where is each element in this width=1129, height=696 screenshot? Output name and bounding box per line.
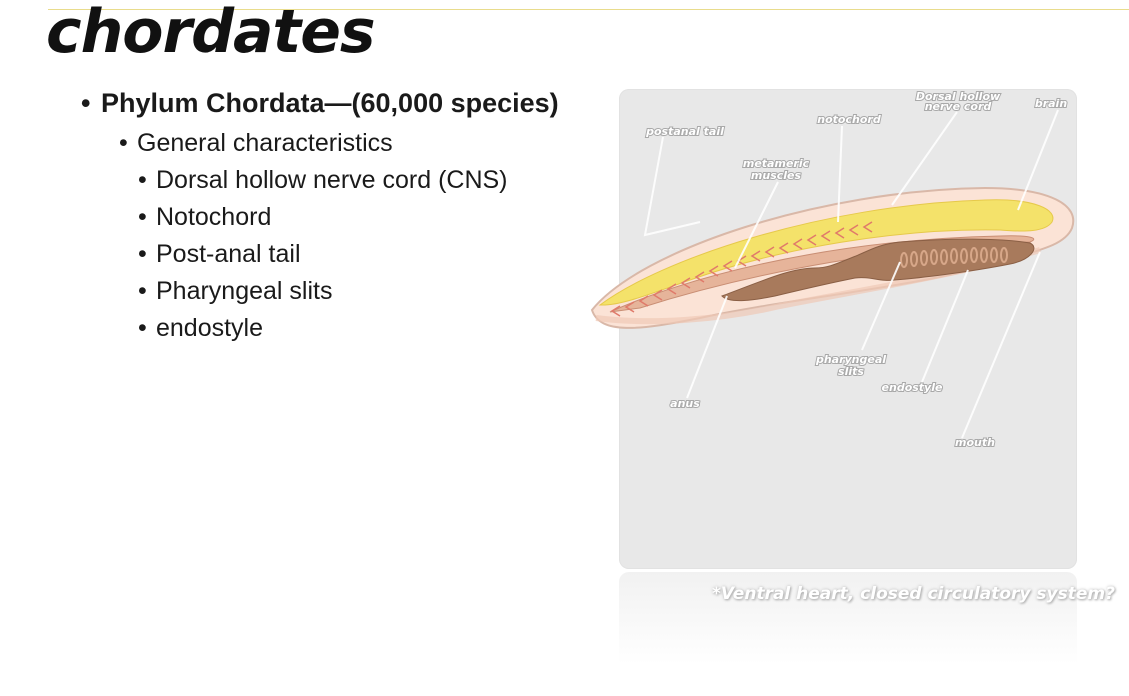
- label-brain: brain: [1035, 97, 1067, 110]
- bullet-phylum-chordata: Phylum Chordata—(60,000 species): [81, 88, 559, 119]
- label-postanal-tail: postanal tail: [645, 125, 724, 138]
- title-rule: [48, 9, 1129, 10]
- label-metameric-muscles-2: muscles: [751, 169, 802, 182]
- label-metameric-muscles-1: metameric: [743, 157, 810, 170]
- pharyngeal-slits-shape: [900, 247, 1008, 268]
- nerve-cord-shape: [598, 199, 1054, 306]
- label-dorsal-hollow-nerve-cord-2: nerve cord: [925, 100, 992, 113]
- label-dorsal-hollow-nerve-cord-1: Dorsal hollow: [916, 90, 1001, 103]
- figure-caption: *Ventral heart, closed circulatory syste…: [712, 584, 1115, 604]
- bullet-pharyngeal-slits: Pharyngeal slits: [138, 277, 333, 306]
- label-notochord: notochord: [817, 113, 881, 126]
- figure-reflection: [619, 572, 1077, 664]
- metameric-muscle-chevrons: [610, 221, 873, 317]
- bullet-post-anal-tail: Post-anal tail: [138, 240, 300, 269]
- label-anus: anus: [670, 397, 700, 410]
- gut-shape: [721, 238, 1035, 302]
- label-pharyngeal-slits-1: pharyngeal: [815, 353, 886, 366]
- bullet-dorsal-hollow-nerve-cord: Dorsal hollow nerve cord (CNS): [138, 166, 507, 195]
- bullet-general-characteristics: General characteristics: [119, 129, 393, 158]
- label-mouth: mouth: [955, 436, 995, 449]
- label-pharyngeal-slits-2: slits: [838, 365, 864, 378]
- bullet-notochord: Notochord: [138, 203, 271, 232]
- slide-title: chordates: [46, 0, 376, 67]
- leader-lines: [643, 109, 1059, 439]
- label-endostyle: endostyle: [882, 381, 943, 394]
- figure-panel: [619, 89, 1077, 569]
- bullet-endostyle: endostyle: [138, 314, 263, 343]
